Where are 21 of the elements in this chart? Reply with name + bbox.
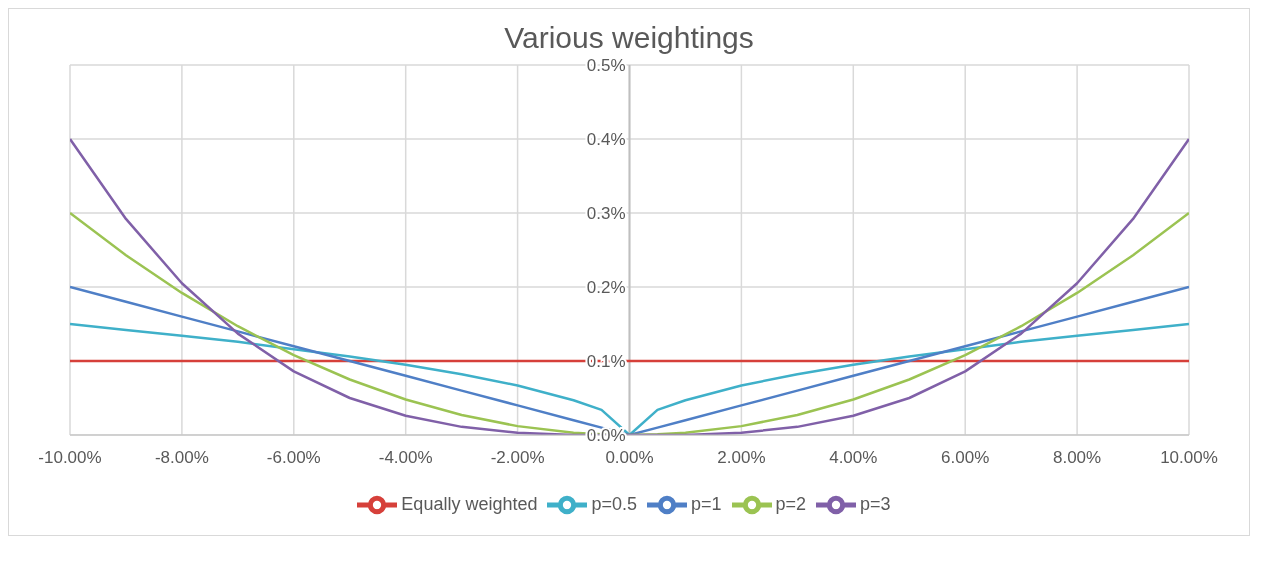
x-tick-label: -2.00% xyxy=(490,448,545,468)
legend-label: p=3 xyxy=(860,493,891,514)
x-tick-label: 4.00% xyxy=(829,448,878,468)
x-tick-label: -4.00% xyxy=(378,448,433,468)
x-tick-label: -6.00% xyxy=(266,448,321,468)
x-tick-label: 10.00% xyxy=(1160,448,1218,468)
legend-label: p=1 xyxy=(691,493,722,514)
chart-title: Various weightings xyxy=(503,20,755,55)
legend-label: Equally weighted xyxy=(401,493,538,514)
legend-label: p=2 xyxy=(775,493,807,514)
x-tick-label: 6.00% xyxy=(941,448,990,468)
x-tick-label: 2.00% xyxy=(717,448,766,468)
y-tick-label: 0.5% xyxy=(586,56,626,75)
x-tick-label: -10.00% xyxy=(38,448,102,468)
x-tick-label: 0.00% xyxy=(605,448,654,468)
x-tick-label: -8.00% xyxy=(154,448,209,468)
x-tick-label: 8.00% xyxy=(1053,448,1102,468)
legend-label: p=0.5 xyxy=(591,493,637,514)
y-tick-label: 0.2% xyxy=(586,278,626,297)
y-tick-label: 0.4% xyxy=(586,130,626,149)
y-tick-label: 0.3% xyxy=(586,204,626,223)
